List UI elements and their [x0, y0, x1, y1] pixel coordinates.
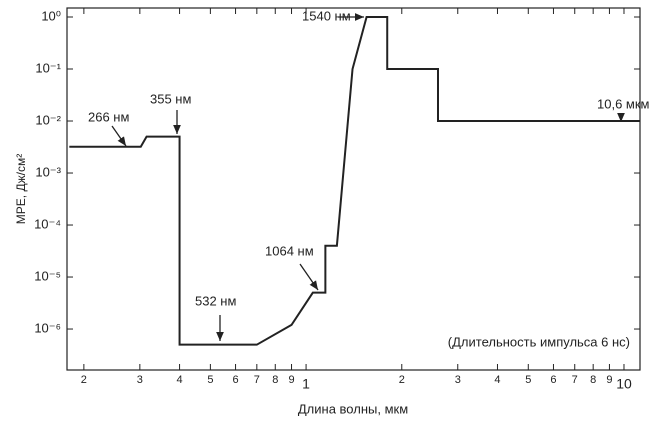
plot-frame	[66, 7, 641, 371]
x-tick-label: 9	[288, 374, 294, 386]
x-tick-label: 8	[590, 374, 596, 386]
y-tick-label: 10⁻⁵	[34, 268, 61, 283]
x-tick-label: 10	[616, 376, 632, 392]
x-tick-label: 5	[207, 374, 213, 386]
x-tick-label: 3	[455, 374, 461, 386]
y-tick-label: 10⁻⁴	[34, 216, 61, 231]
y-tick-label: 10⁻¹	[35, 60, 61, 75]
x-tick-label: 4	[177, 374, 183, 386]
data-line	[69, 16, 640, 346]
annotation: 355 нм	[150, 91, 191, 106]
y-axis-title: MPE, Дж/см²	[14, 154, 28, 224]
x-axis-title: Длина волны, мкм	[298, 401, 408, 416]
x-tick-label: 2	[81, 374, 87, 386]
x-tick-label: 8	[272, 374, 278, 386]
annotation: 1064 нм	[265, 243, 314, 258]
annotation: (Длительность импульса 6 нс)	[448, 334, 630, 349]
y-tick-label: 10⁻²	[35, 112, 61, 127]
y-tick-label: 10⁻³	[35, 164, 61, 179]
annotation: 10,6 мкм	[597, 96, 650, 111]
y-tick-label: 10⁰	[41, 8, 61, 23]
annotation: 1540 нм	[302, 8, 351, 23]
x-tick-label: 3	[137, 374, 143, 386]
x-tick-label: 7	[572, 374, 578, 386]
annotation: 266 нм	[88, 109, 129, 124]
annotation-arrows	[111, 13, 625, 341]
y-tick-label: 10⁻⁶	[34, 320, 61, 335]
x-tick-label: 6	[550, 374, 556, 386]
x-tick-label: 6	[232, 374, 238, 386]
x-tick-label: 1	[302, 376, 310, 392]
x-tick-label: 7	[254, 374, 260, 386]
x-tick-label: 4	[494, 374, 500, 386]
x-tick-label: 9	[606, 374, 612, 386]
x-tick-label: 2	[399, 374, 405, 386]
annotation: 532 нм	[195, 293, 236, 308]
x-tick-label: 5	[525, 374, 531, 386]
